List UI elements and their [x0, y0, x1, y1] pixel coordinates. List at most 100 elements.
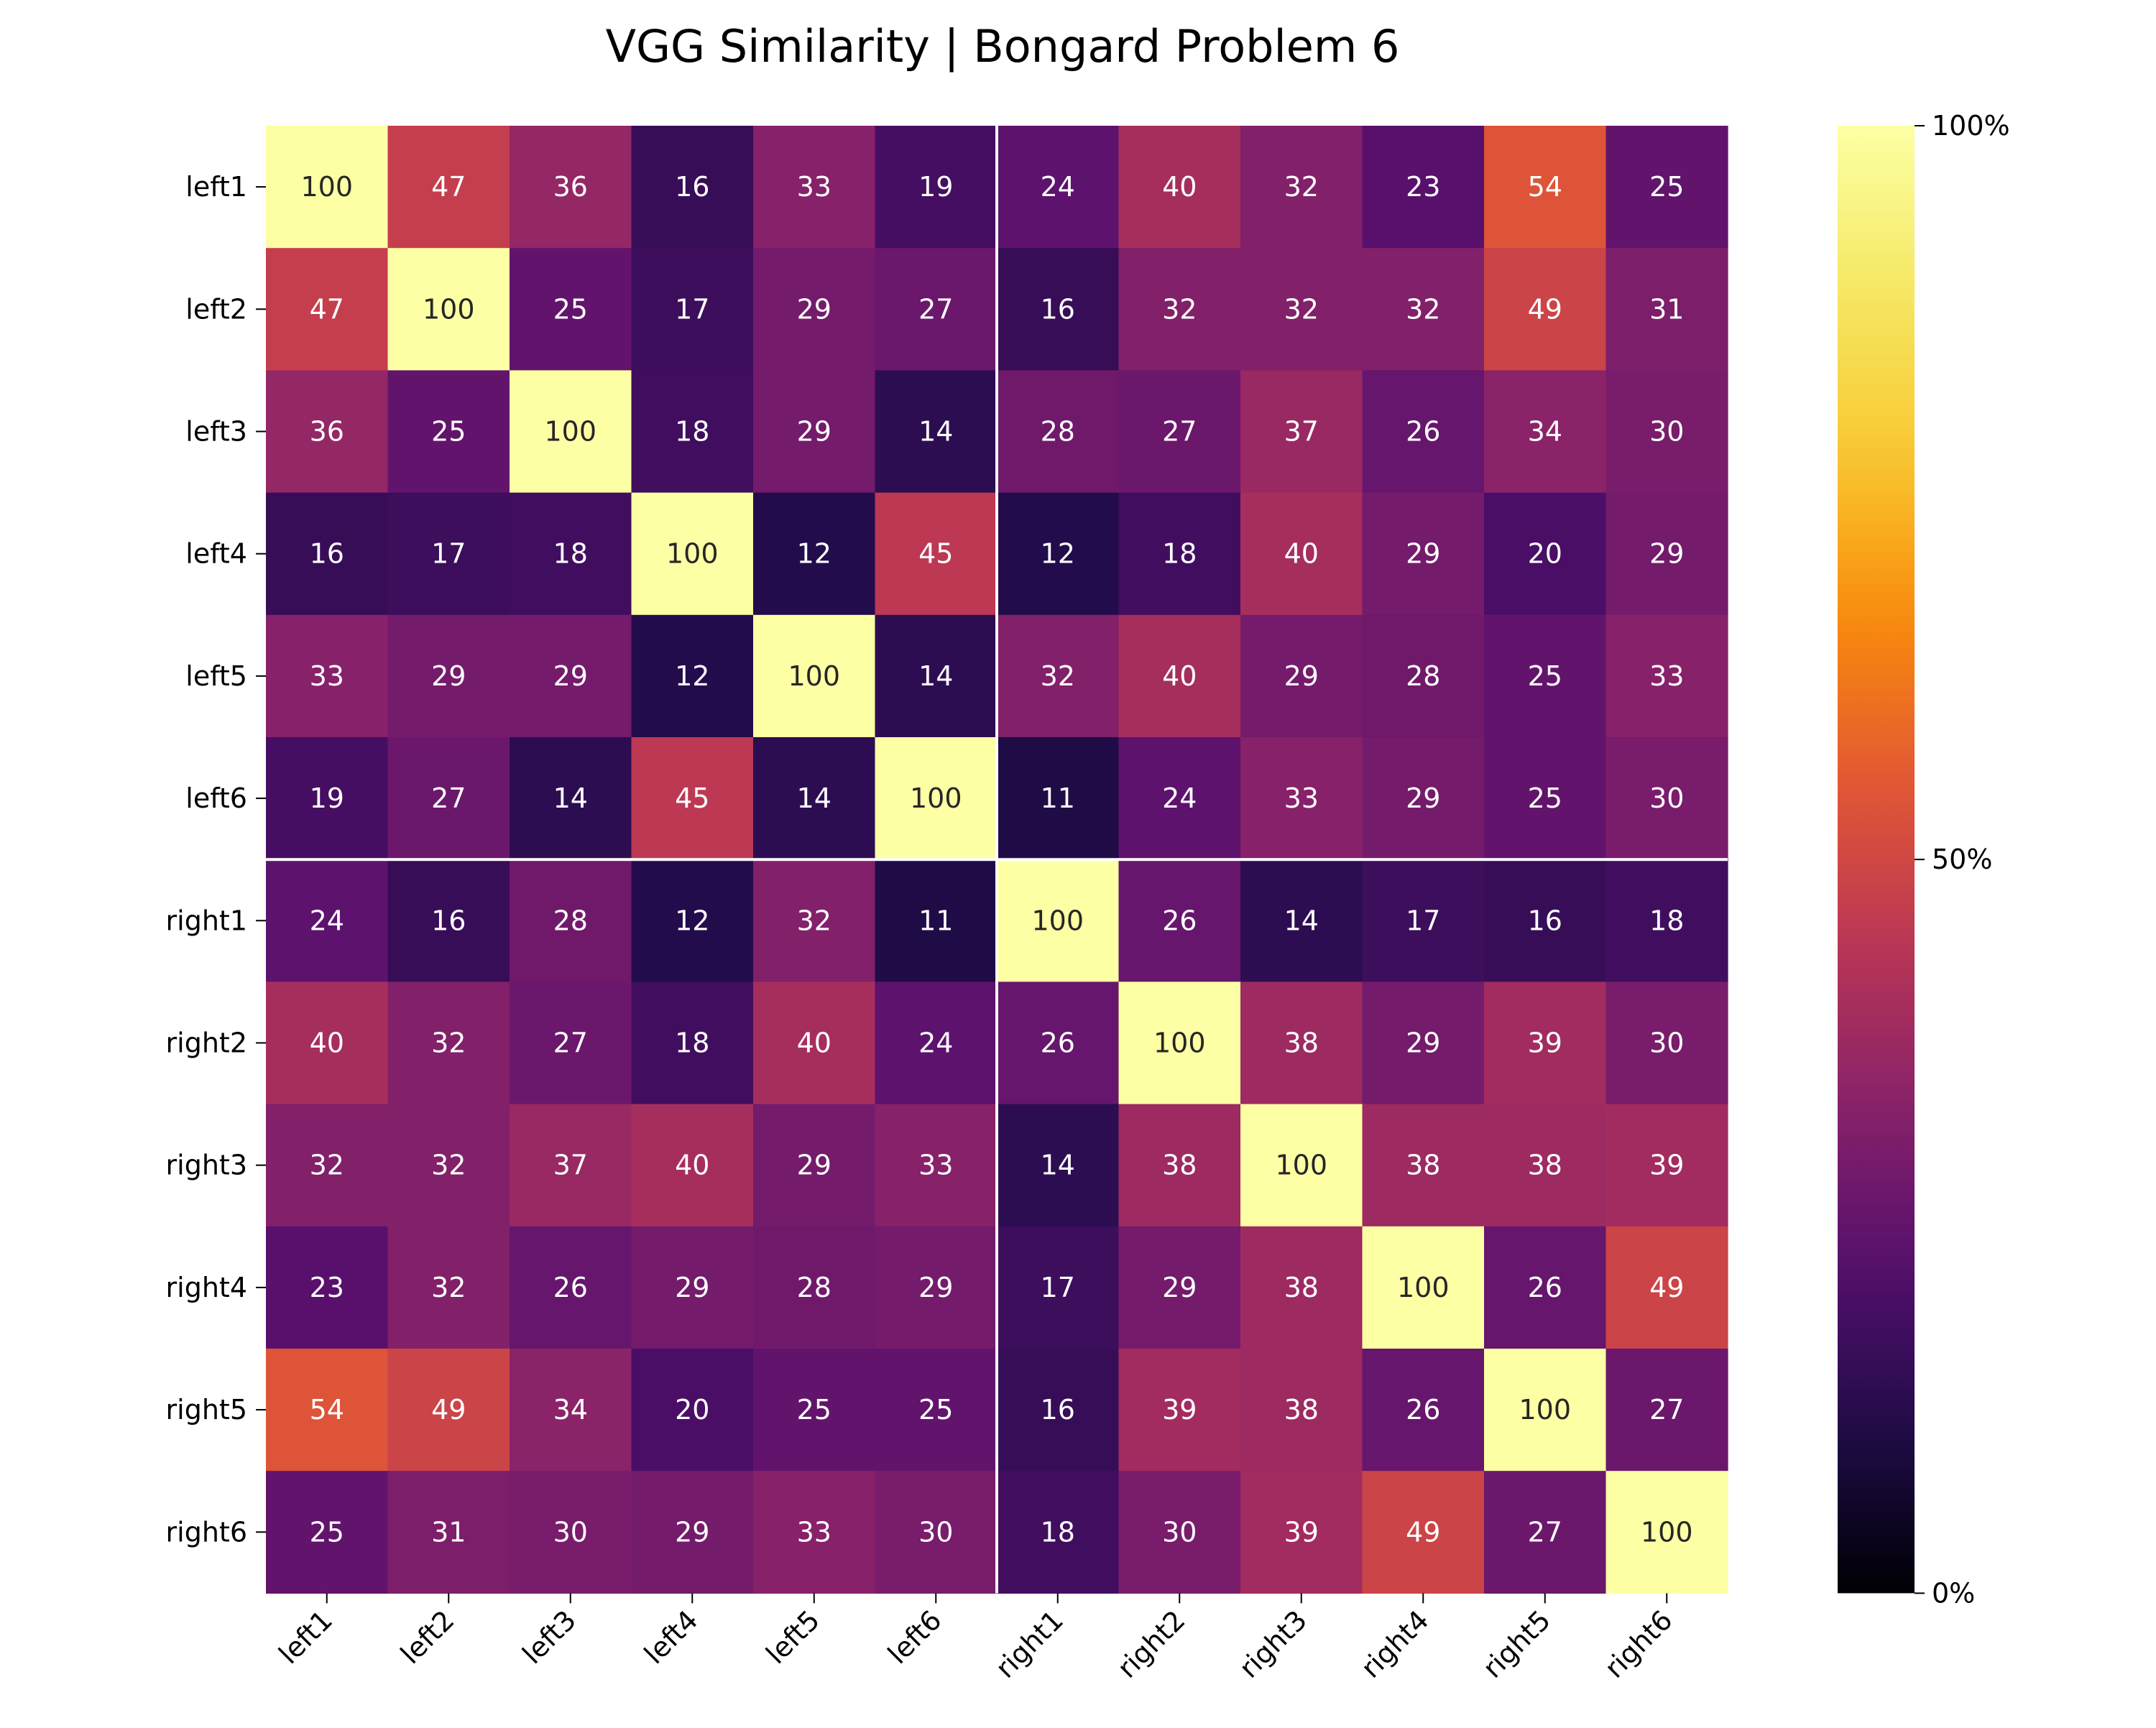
cell-value-label: 29: [797, 416, 831, 448]
y-tick-label: right6: [166, 1516, 247, 1548]
y-tick-label: left1: [185, 171, 247, 203]
heatmap-cell-left6-right5: [1484, 737, 1607, 860]
heatmap-cell-left5-right5: [1484, 614, 1607, 738]
heatmap-cell-left6-right6: [1606, 737, 1728, 860]
y-tick-label: right5: [166, 1394, 247, 1426]
heatmap-cell-right4-left3: [510, 1226, 632, 1349]
heatmap-cell-right5-right3: [1240, 1349, 1363, 1471]
heatmap-cell-right3-left4: [631, 1104, 754, 1227]
cell-value-label: 16: [1528, 905, 1562, 936]
heatmap-cell-right1-left4: [631, 859, 754, 982]
heatmap-cell-right6-right1: [997, 1471, 1120, 1594]
colorbar-gradient: [1838, 126, 1915, 1594]
heatmap-cell-right2-left1: [266, 981, 389, 1105]
cell-value-label: 17: [1406, 905, 1440, 936]
heatmap-cell-left3-right6: [1606, 370, 1728, 494]
cell-value-label: 49: [431, 1394, 466, 1426]
heatmap-cell-left4-left3: [510, 492, 632, 616]
heatmap-cell-left4-left4: [631, 492, 754, 616]
cell-value-label: 38: [1528, 1150, 1562, 1181]
heatmap-cell-left5-left4: [631, 614, 754, 738]
cell-value-label: 14: [553, 782, 588, 814]
heatmap-cell-left1-left4: [631, 126, 754, 249]
heatmap-cells: [266, 126, 1728, 1594]
cell-value-label: 32: [1284, 293, 1319, 325]
cell-value-label: 16: [1041, 1394, 1075, 1426]
heatmap-cell-left3-left4: [631, 370, 754, 494]
chart-title: VGG Similarity | Bongard Problem 6: [606, 20, 1400, 73]
cell-value-label: 100: [666, 538, 719, 570]
y-tick-label: left6: [185, 782, 247, 814]
cell-value-label: 39: [1162, 1394, 1197, 1426]
cell-value-label: 39: [1284, 1516, 1319, 1548]
cell-value-label: 30: [918, 1516, 953, 1548]
cell-value-label: 31: [1649, 293, 1684, 325]
cell-value-label: 49: [1406, 1516, 1440, 1548]
x-tick-label: right1: [990, 1604, 1069, 1684]
heatmap-cell-left2-right4: [1362, 248, 1485, 371]
heatmap-cell-right4-right3: [1240, 1226, 1363, 1349]
cell-value-label: 100: [1031, 905, 1084, 936]
heatmap-cell-left3-left5: [753, 370, 876, 494]
cell-value-label: 23: [1406, 171, 1440, 203]
x-tick-label: left2: [395, 1604, 461, 1671]
heatmap-cell-left2-left4: [631, 248, 754, 371]
heatmap-cell-right1-right4: [1362, 859, 1485, 982]
cell-value-label: 47: [310, 293, 344, 325]
cell-value-label: 34: [1528, 416, 1562, 448]
heatmap-cell-left2-left3: [510, 248, 632, 371]
y-tick-label: right2: [166, 1027, 247, 1059]
cell-value-label: 36: [310, 416, 344, 448]
cell-value-label: 36: [553, 171, 588, 203]
heatmap-cell-left6-right2: [1118, 737, 1241, 860]
heatmap-cell-right2-left3: [510, 981, 632, 1105]
y-tick-label: right3: [166, 1150, 247, 1181]
cell-value-label: 27: [918, 293, 953, 325]
heatmap-cell-right4-left1: [266, 1226, 389, 1349]
cell-value-label: 18: [1041, 1516, 1075, 1548]
cell-value-label: 14: [1041, 1150, 1075, 1181]
cell-value-label: 17: [1041, 1272, 1075, 1303]
heatmap-cell-right6-right4: [1362, 1471, 1485, 1594]
cell-value-label: 30: [553, 1516, 588, 1548]
heatmap-cell-right5-left6: [875, 1349, 998, 1471]
heatmap-cell-left1-right5: [1484, 126, 1607, 249]
heatmap-cell-left6-left4: [631, 737, 754, 860]
cell-value-label: 24: [310, 905, 344, 936]
cell-value-label: 29: [1162, 1272, 1197, 1303]
cell-value-label: 40: [310, 1027, 344, 1059]
cell-value-label: 18: [553, 538, 588, 570]
cell-value-label: 27: [431, 782, 466, 814]
heatmap-cell-left3-right1: [997, 370, 1120, 494]
heatmap-cell-right4-right2: [1118, 1226, 1241, 1349]
heatmap-cell-left6-left1: [266, 737, 389, 860]
heatmap-cell-right3-left3: [510, 1104, 632, 1227]
cell-value-label: 38: [1284, 1394, 1319, 1426]
heatmap-cell-left1-right4: [1362, 126, 1485, 249]
heatmap-cell-right2-left6: [875, 981, 998, 1105]
heatmap-cell-right5-right6: [1606, 1349, 1728, 1471]
heatmap-cell-left6-left6: [875, 737, 998, 860]
cell-value-label: 31: [431, 1516, 466, 1548]
heatmap-cell-right3-right6: [1606, 1104, 1728, 1227]
heatmap-cell-right1-left3: [510, 859, 632, 982]
heatmap-cell-left4-right4: [1362, 492, 1485, 616]
heatmap-cell-right4-left4: [631, 1226, 754, 1349]
heatmap-cell-right5-right2: [1118, 1349, 1241, 1471]
heatmap-cell-right3-right3: [1240, 1104, 1363, 1227]
cell-value-label: 27: [1528, 1516, 1562, 1548]
heatmap-cell-left4-right5: [1484, 492, 1607, 616]
cell-value-label: 17: [431, 538, 466, 570]
y-tick-label: left4: [185, 538, 247, 570]
heatmap-cell-right6-left2: [387, 1471, 510, 1594]
cell-value-label: 29: [1406, 1027, 1440, 1059]
heatmap-cell-right3-left1: [266, 1104, 389, 1227]
cell-value-label: 27: [1162, 416, 1197, 448]
cell-value-label: 32: [797, 905, 831, 936]
heatmap-cell-right4-right5: [1484, 1226, 1607, 1349]
heatmap-cell-right6-left4: [631, 1471, 754, 1594]
cell-value-label: 100: [788, 660, 840, 692]
colorbar: 0% 50% 100%: [1838, 110, 2010, 1609]
y-tick-label: left3: [185, 416, 247, 448]
cell-value-label: 32: [1162, 293, 1197, 325]
